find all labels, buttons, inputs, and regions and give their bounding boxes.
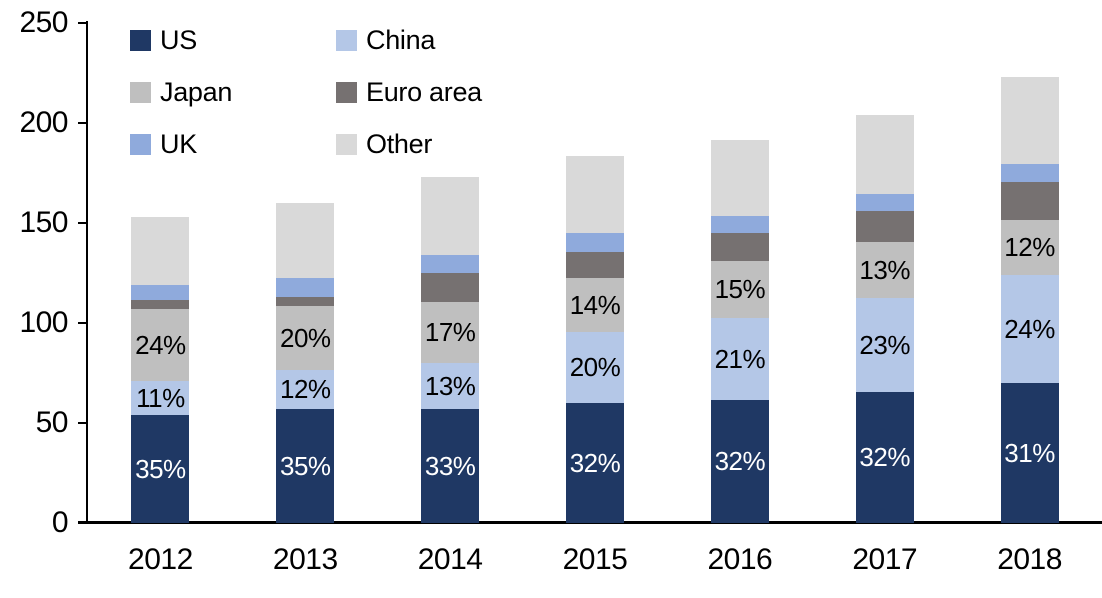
legend-swatch-uk-icon [130, 134, 151, 155]
bar-segment-uk-2018 [1000, 164, 1059, 182]
bar-segment-uk-2012 [131, 285, 190, 300]
bar-segment-japan-2013: 20% [276, 306, 335, 370]
legend-swatch-other-icon [336, 134, 357, 155]
bar-segment-euro-area-2013 [276, 297, 335, 306]
y-axis-tick [78, 522, 87, 524]
legend-item-us: US [130, 25, 336, 56]
y-axis-line [86, 21, 88, 523]
legend-label-us: US [160, 25, 197, 55]
y-axis-tick-label: 100 [19, 306, 68, 339]
y-axis-tick [78, 422, 87, 424]
legend-swatch-japan-icon [130, 82, 151, 103]
x-axis-label-2012: 2012 [128, 543, 193, 576]
legend-item-other: Other [336, 129, 482, 160]
y-axis-tick-label: 200 [19, 106, 68, 139]
bar-segment-euro-area-2014 [421, 273, 480, 302]
legend-item-euro-area: Euro area [336, 77, 482, 108]
x-axis-label-2014: 2014 [417, 543, 483, 576]
legend-label-china: China [366, 25, 436, 55]
bar-segment-uk-2017 [855, 194, 914, 211]
bar-segment-uk-2013 [276, 278, 335, 297]
y-axis-tick-label: 0 [51, 506, 69, 539]
bar-segment-other-2012 [131, 217, 190, 285]
y-axis-tick [78, 222, 87, 224]
y-axis-tick-label: 50 [35, 406, 69, 439]
bar-segment-other-2015 [566, 156, 624, 233]
bar-segment-china-2015: 20% [566, 332, 624, 403]
bar-segment-other-2017 [855, 115, 914, 194]
y-axis-tick-label: 250 [19, 6, 68, 39]
bar-2015: 32% 20% 14% [566, 156, 624, 523]
legend-label-euro-area: Euro area [366, 77, 482, 107]
x-axis-label-2016: 2016 [707, 543, 773, 576]
bar-segment-china-2014: 13% [421, 363, 480, 409]
bar-segment-china-2013: 12% [276, 370, 335, 409]
bar-2012: 35% 11% 24% [131, 217, 190, 523]
bar-segment-euro-area-2016 [710, 233, 769, 261]
bar-segment-us-2013: 35% [276, 409, 335, 523]
bar-2018: 31% 24% 12% [1000, 77, 1059, 523]
legend-label-uk: UK [160, 129, 197, 159]
bar-segment-us-2012: 35% [131, 415, 190, 523]
bar-segment-uk-2015 [566, 233, 624, 252]
x-axis-label-2017: 2017 [852, 543, 918, 576]
bar-segment-us-2018: 31% [1000, 383, 1059, 523]
bar-segment-other-2018 [1000, 77, 1059, 164]
legend-item-uk: UK [130, 129, 336, 160]
legend-item-japan: Japan [130, 77, 336, 108]
y-axis-tick [78, 22, 87, 24]
bar-segment-japan-2015: 14% [566, 278, 624, 332]
bar-segment-japan-2012: 24% [131, 309, 190, 381]
bar-segment-china-2012: 11% [131, 381, 190, 415]
bar-segment-us-2017: 32% [855, 392, 914, 523]
y-axis-tick [78, 322, 87, 324]
x-axis-label-2013: 2013 [272, 543, 338, 576]
bar-segment-japan-2014: 17% [421, 302, 480, 363]
y-axis-tick-label: 150 [19, 206, 68, 239]
bar-segment-japan-2017: 13% [855, 242, 914, 298]
bar-segment-euro-area-2012 [131, 300, 190, 309]
legend-swatch-us-icon [130, 30, 151, 51]
bar-segment-uk-2016 [710, 216, 769, 233]
bar-2013: 35% 12% 20% [276, 203, 335, 523]
bar-2016: 32% 21% 15% [710, 140, 769, 523]
bar-segment-japan-2016: 15% [710, 261, 769, 318]
bar-segment-china-2017: 23% [855, 298, 914, 392]
bar-segment-uk-2014 [421, 255, 480, 273]
bar-segment-china-2016: 21% [710, 318, 769, 400]
bar-segment-euro-area-2018 [1000, 182, 1059, 220]
bar-segment-other-2014 [421, 177, 480, 255]
bar-segment-us-2016: 32% [710, 400, 769, 523]
bar-segment-us-2015: 32% [566, 403, 624, 523]
legend-item-china: China [336, 25, 482, 56]
x-axis-label-2018: 2018 [997, 543, 1062, 576]
legend-swatch-china-icon [336, 30, 357, 51]
legend-label-other: Other [366, 129, 433, 159]
legend: US China Japan Euro area UK Other [130, 25, 482, 160]
bar-2014: 33% 13% 17% [421, 177, 480, 523]
legend-swatch-euro-area-icon [336, 82, 357, 103]
legend-label-japan: Japan [160, 77, 233, 107]
bar-2017: 32% 23% 13% [855, 115, 914, 523]
bar-segment-us-2014: 33% [421, 409, 480, 523]
bar-segment-other-2013 [276, 203, 335, 278]
x-axis-label-2015: 2015 [562, 543, 628, 576]
bar-segment-china-2018: 24% [1000, 275, 1059, 383]
bar-segment-euro-area-2015 [566, 252, 624, 278]
bar-segment-euro-area-2017 [855, 211, 914, 242]
bar-segment-other-2016 [710, 140, 769, 216]
y-axis-tick [78, 122, 87, 124]
bar-segment-japan-2018: 12% [1000, 220, 1059, 275]
